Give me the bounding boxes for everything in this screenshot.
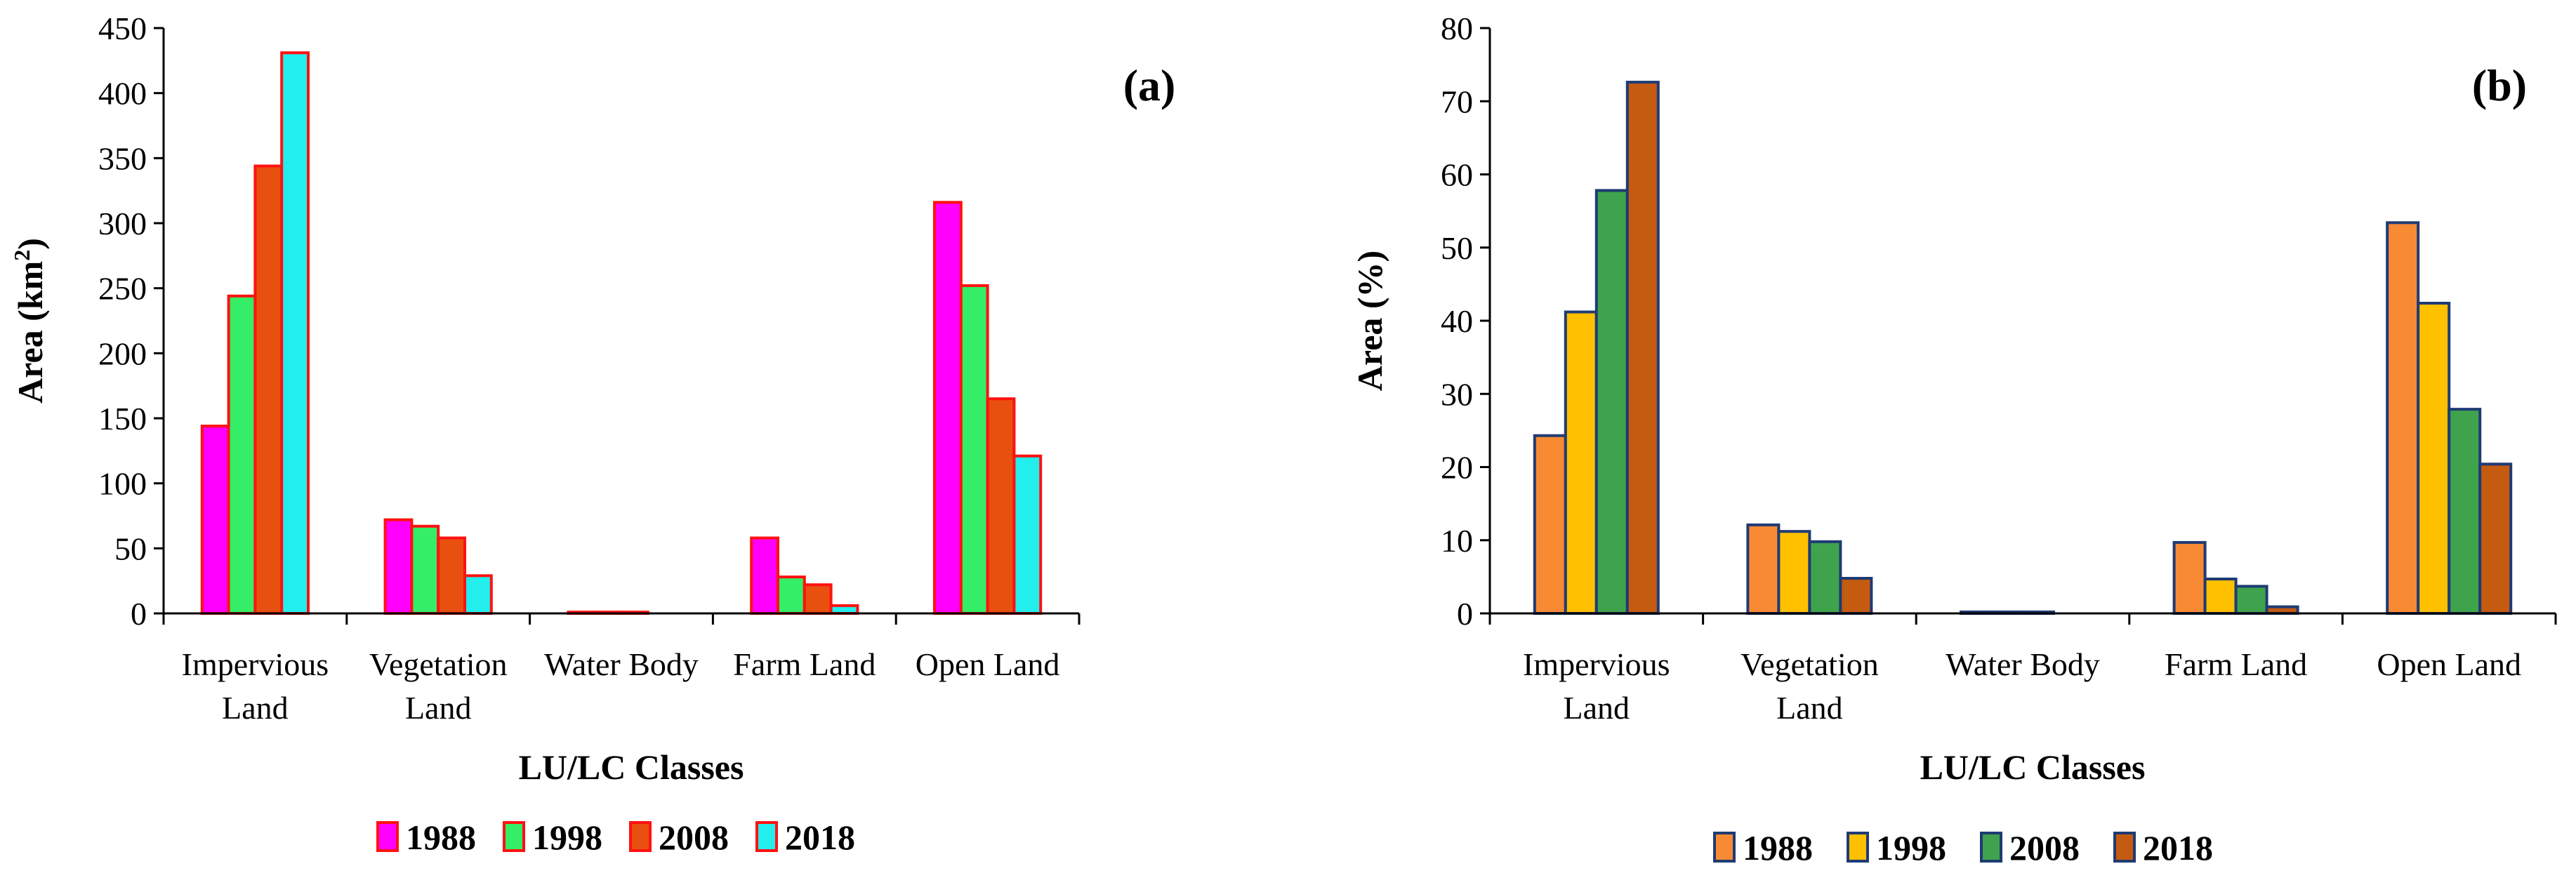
y-tick-label: 10 — [1441, 523, 1473, 559]
bar-2018-0 — [280, 51, 310, 615]
bar-2018-3 — [829, 604, 859, 615]
y-tick-label: 0 — [1457, 596, 1473, 632]
y-axis-title: Area (km2) — [9, 238, 50, 404]
x-axis-title: LU/LC Classes — [1920, 747, 2146, 787]
legend-label-2018: 2018 — [2143, 828, 2213, 867]
y-tick-label: 70 — [1441, 84, 1473, 119]
bar-2018-1 — [463, 574, 493, 615]
legend-label-2018: 2018 — [785, 818, 855, 857]
y-tick-label: 60 — [1441, 157, 1473, 193]
chart-panel-1: 0 10 20 30 40 50 60 70 80 Impervious Land Vegetatio… — [1350, 11, 2557, 867]
panel-label: (b) — [2472, 60, 2527, 110]
bar-1988-3 — [2172, 540, 2207, 615]
bar-1998-1 — [410, 524, 440, 615]
bar-1998-3 — [777, 575, 806, 615]
y-tick-label: 20 — [1441, 450, 1473, 486]
x-tick-label: Open Land — [2377, 646, 2521, 682]
y-tick-label: 40 — [1441, 303, 1473, 339]
legend-label-1988: 1988 — [406, 818, 476, 857]
legend-swatch-2018 — [755, 821, 778, 852]
bar-2008-4 — [2448, 408, 2482, 615]
legend-swatch-1998 — [503, 821, 525, 852]
bar-2008-1 — [1808, 540, 1842, 615]
bar-2018-0 — [1625, 81, 1660, 615]
legend-label-1998: 1998 — [1876, 828, 1946, 867]
x-tick-label: Water Body — [544, 646, 699, 682]
x-tick-label: Vegetation Land — [1741, 646, 1879, 726]
y-tick-label: 300 — [98, 206, 147, 241]
legend-swatch-1998 — [1847, 832, 1869, 863]
legend-label-2008: 2008 — [659, 818, 729, 857]
y-tick-label: 400 — [98, 76, 147, 112]
y-axis-title: Area (%) — [1350, 251, 1389, 391]
bar-2008-0 — [1594, 189, 1629, 615]
legend-label-1998: 1998 — [532, 818, 602, 857]
x-tick-label: Vegetation Land — [369, 646, 508, 726]
bar-1988-4 — [2386, 221, 2420, 615]
y-tick-label: 50 — [114, 531, 147, 566]
y-tick-label: 0 — [131, 596, 147, 632]
x-tick-label: Open Land — [916, 646, 1060, 682]
bar-2018-1 — [1839, 577, 1873, 615]
legend-swatch-2018 — [2113, 832, 2136, 863]
bar-2008-3 — [2234, 585, 2268, 615]
x-tick-label: Farm Land — [2165, 646, 2307, 682]
bar-2008-3 — [802, 583, 833, 615]
bar-1988-1 — [383, 518, 414, 615]
bar-1998-3 — [2203, 578, 2238, 615]
bar-2008-0 — [253, 164, 284, 615]
legend-label-1988: 1988 — [1743, 828, 1813, 867]
legend-label-2008: 2008 — [2009, 828, 2080, 867]
bar-1988-0 — [1533, 434, 1567, 615]
bar-1998-0 — [227, 294, 257, 615]
y-tick-label: 350 — [98, 140, 147, 176]
y-tick-label: 50 — [1441, 230, 1473, 266]
y-tick-label: 450 — [98, 11, 147, 46]
chart-panel-0: 0 50 100 150 200 250 300 350 400 450 Impervious Lan… — [9, 11, 1175, 857]
bar-1998-0 — [1564, 310, 1598, 615]
y-tick-label: 200 — [98, 335, 147, 371]
x-tick-label: Impervious Land — [1523, 646, 1670, 726]
bar-1988-1 — [1746, 523, 1781, 615]
panel-label: (a) — [1123, 60, 1176, 110]
legend-swatch-2008 — [1980, 832, 2002, 863]
legend-swatch-1988 — [376, 821, 399, 852]
bar-1988-3 — [750, 536, 779, 615]
bar-1998-4 — [2417, 302, 2451, 615]
x-axis-title: LU/LC Classes — [519, 747, 744, 787]
legend-swatch-2008 — [629, 821, 652, 852]
x-tick-label: Water Body — [1946, 646, 2100, 682]
x-tick-label: Farm Land — [733, 646, 876, 682]
bar-1988-0 — [200, 425, 230, 615]
y-tick-label: 30 — [1441, 376, 1473, 412]
bar-2018-4 — [1012, 454, 1043, 615]
y-tick-label: 80 — [1441, 11, 1473, 46]
x-tick-label: Impervious Land — [182, 646, 329, 726]
y-tick-label: 250 — [98, 271, 147, 307]
legend-swatch-1988 — [1713, 832, 1736, 863]
bar-1988-4 — [933, 201, 963, 615]
bar-1998-4 — [959, 284, 989, 615]
y-tick-label: 150 — [98, 401, 147, 437]
y-tick-label: 100 — [98, 466, 147, 502]
bar-2018-4 — [2478, 463, 2513, 615]
bar-1998-1 — [1777, 530, 1811, 615]
bar-2008-1 — [437, 536, 467, 615]
bar-2008-4 — [986, 397, 1016, 615]
